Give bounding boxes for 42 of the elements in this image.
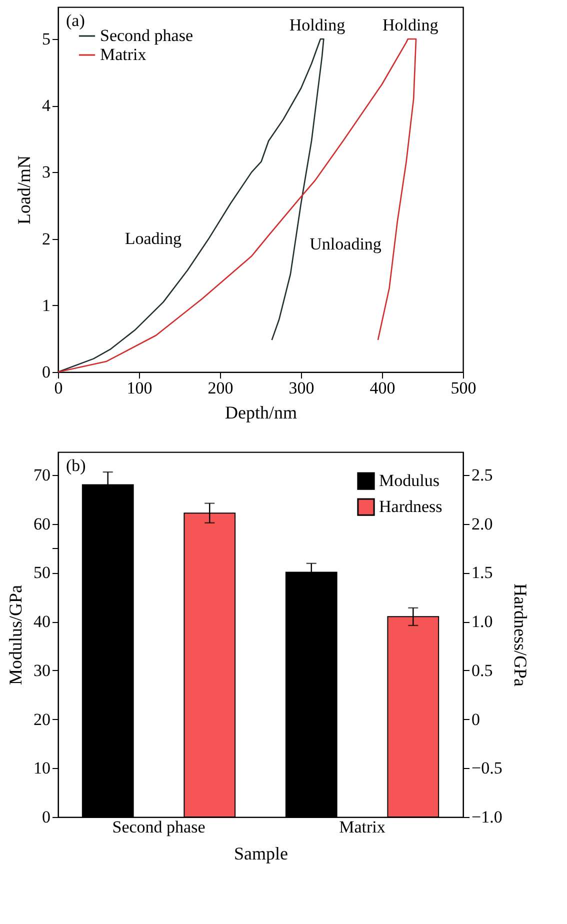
x-tick-label: 300	[288, 378, 314, 398]
x-tick-label: 400	[370, 378, 396, 398]
y2-tick-label: 0	[472, 710, 480, 729]
y-axis-title: Modulus/GPa	[6, 584, 26, 686]
y-tick-label: 2	[42, 229, 50, 248]
x-tick-label: 0	[54, 378, 63, 398]
annotation: Holding	[289, 15, 346, 34]
y-tick-label: 30	[34, 660, 50, 680]
annotation: Loading	[124, 228, 182, 248]
annotation: (a)	[66, 11, 85, 30]
y2-tick-label: 2.0	[472, 514, 493, 534]
annotation: Unloading	[310, 234, 382, 254]
x-tick-label: 100	[126, 378, 152, 398]
y-tick-label: 3	[42, 162, 50, 182]
y2-axis-title: Hardness/GPa	[510, 584, 530, 686]
y2-tick-label: 1.0	[472, 612, 493, 632]
y-tick-label: 20	[34, 710, 50, 729]
legend-label: Hardness	[379, 497, 442, 516]
y2-tick-label: −0.5	[472, 758, 502, 778]
x-tick-label: 500	[450, 378, 476, 398]
x-axis-title: Sample	[234, 844, 288, 864]
y-axis-title: Load/mN	[14, 156, 34, 224]
x-axis-title: Depth/nm	[225, 402, 297, 422]
legend-label: Second phase	[100, 26, 194, 45]
y-tick-label: 10	[34, 758, 50, 778]
legend-label: Matrix	[100, 45, 147, 64]
y-tick-label: 70	[34, 465, 50, 484]
x-tick-label: 200	[208, 378, 234, 398]
y-tick-label: 1	[42, 296, 50, 315]
y2-tick-label: −1.0	[472, 808, 502, 826]
y2-tick-label: 2.5	[472, 465, 493, 484]
y-tick-label: 40	[34, 612, 50, 632]
y-tick-label: 0	[42, 362, 50, 382]
y-tick-label: 60	[34, 514, 50, 534]
y2-tick-label: 1.5	[472, 563, 493, 582]
y-tick-label: 50	[34, 563, 50, 582]
legend-label: Modulus	[379, 471, 440, 490]
annotation: (b)	[66, 456, 86, 475]
y-tick-label: 4	[42, 96, 51, 116]
annotation: Holding	[382, 15, 439, 34]
y-tick-label: 5	[42, 29, 50, 48]
y2-tick-label: 0.5	[472, 660, 493, 680]
